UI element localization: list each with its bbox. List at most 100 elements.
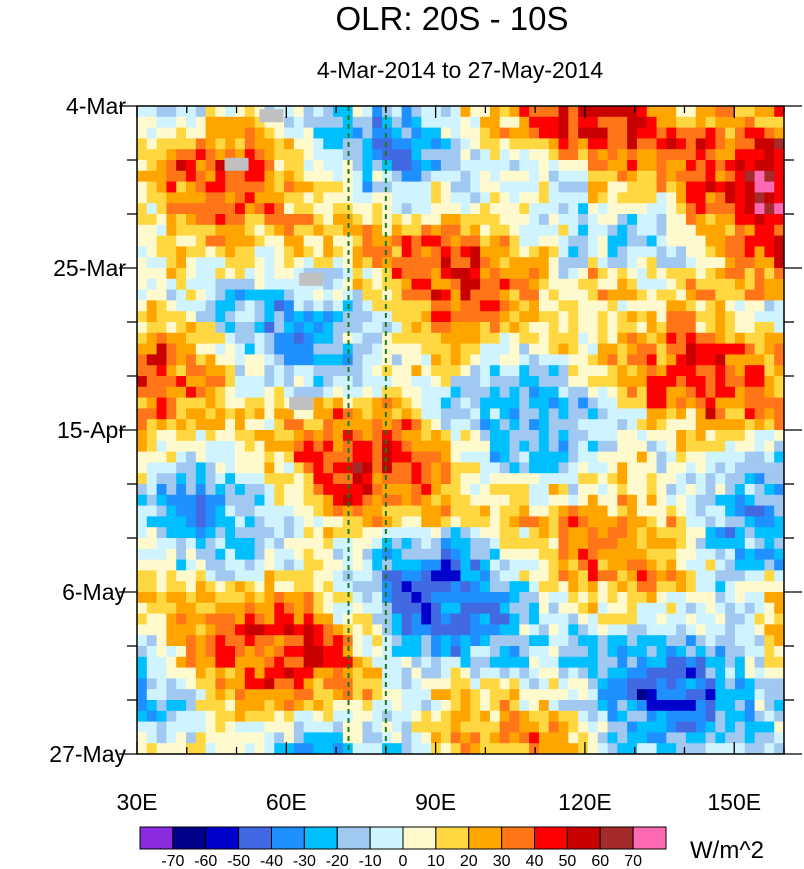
field-cell [431, 613, 442, 625]
field-cell [362, 473, 373, 485]
field-cell [166, 678, 177, 690]
field-cell [587, 732, 599, 744]
field-cell [774, 214, 785, 226]
field-cell [715, 106, 726, 118]
field-cell [195, 700, 207, 712]
field-cell [293, 624, 305, 636]
field-cell [499, 473, 510, 485]
field-cell [362, 300, 373, 312]
field-cell [431, 116, 442, 128]
field-cell [774, 322, 785, 334]
field-cell [744, 743, 755, 755]
field-cell [774, 646, 785, 658]
field-cell [156, 430, 167, 442]
field-cell [509, 149, 520, 161]
field-cell [548, 743, 559, 755]
field-cell [695, 484, 706, 496]
field-cell [313, 408, 324, 420]
field-cell [274, 743, 285, 755]
field-cell [440, 505, 452, 517]
field-cell [734, 192, 746, 204]
field-cell [627, 397, 638, 409]
field-cell [166, 203, 177, 215]
field-cell [509, 224, 520, 236]
field-cell [754, 548, 765, 560]
field-cell [215, 473, 226, 485]
field-cell [313, 322, 324, 334]
field-cell [421, 397, 432, 409]
field-cell [656, 343, 667, 355]
field-cell [568, 624, 579, 636]
field-cell [176, 646, 187, 658]
field-cell [734, 440, 746, 452]
field-cell [431, 559, 442, 571]
field-cell [244, 656, 256, 668]
field-cell [636, 451, 648, 463]
field-cell [303, 505, 314, 517]
field-cell [372, 689, 383, 701]
field-cell [529, 322, 540, 334]
field-cell [313, 365, 324, 377]
field-cell [499, 667, 510, 679]
field-cell [146, 332, 157, 344]
field-cell [244, 278, 256, 290]
field-cell [676, 138, 687, 150]
field-cell [215, 106, 226, 118]
field-cell [254, 646, 265, 658]
field-cell [607, 721, 618, 733]
field-cell [509, 570, 520, 582]
field-cell [578, 710, 589, 722]
field-cell [274, 494, 285, 506]
field-cell [372, 656, 383, 668]
field-cell [705, 667, 716, 679]
field-cell [431, 235, 442, 247]
field-cell [440, 602, 452, 614]
field-cell [695, 246, 706, 258]
field-cell [440, 300, 452, 312]
field-cell [333, 181, 344, 193]
field-cell [489, 689, 501, 701]
field-cell [480, 624, 491, 636]
field-cell [323, 322, 334, 334]
field-cell [293, 322, 305, 334]
field-cell [685, 700, 697, 712]
field-cell [284, 743, 295, 755]
field-cell [333, 268, 344, 280]
field-cell [264, 516, 275, 528]
field-cell [244, 181, 256, 193]
field-cell [244, 581, 256, 593]
field-cell [313, 376, 324, 388]
field-cell [734, 170, 746, 182]
field-cell [480, 408, 491, 420]
field-cell [146, 278, 157, 290]
field-cell [470, 106, 481, 118]
field-cell [568, 224, 579, 236]
field-cell [558, 548, 569, 560]
field-cell [676, 408, 687, 420]
field-cell [548, 311, 559, 323]
field-cell [744, 667, 755, 679]
field-cell [431, 494, 442, 506]
field-cell [538, 106, 550, 118]
field-cell [303, 667, 314, 679]
field-cell [352, 635, 363, 647]
field-cell [411, 322, 422, 334]
field-cell [215, 484, 226, 496]
field-cell [254, 332, 265, 344]
field-cell [431, 440, 442, 452]
field-cell [401, 548, 412, 560]
field-cell [734, 246, 746, 258]
field-cell [274, 667, 285, 679]
field-cell [725, 602, 736, 614]
field-cell [509, 192, 520, 204]
field-cell [636, 732, 648, 744]
field-cell [382, 527, 393, 539]
field-cell [176, 451, 187, 463]
field-cell [391, 116, 403, 128]
field-cell [685, 354, 697, 366]
field-cell [578, 170, 589, 182]
field-cell [695, 127, 706, 139]
field-cell [607, 559, 618, 571]
field-cell [372, 559, 383, 571]
field-cell [176, 700, 187, 712]
